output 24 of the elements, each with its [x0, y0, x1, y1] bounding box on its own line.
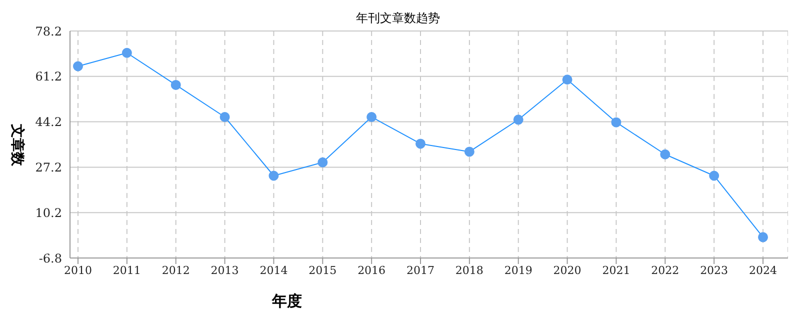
- x-tick-label: 2011: [112, 264, 141, 277]
- x-tick-label: 2013: [210, 264, 239, 277]
- y-axis-title: 文章数: [8, 123, 26, 168]
- y-tick-label: 61.2: [35, 70, 62, 84]
- x-axis-title: 年度: [272, 292, 302, 311]
- x-tick-label: 2012: [162, 264, 190, 277]
- y-tick-label: -6.8: [38, 251, 62, 266]
- x-tick-label: 2017: [406, 264, 434, 277]
- x-tick-label: 2019: [504, 264, 532, 277]
- x-tick-label: 2024: [749, 264, 777, 277]
- x-tick-label: 2014: [260, 264, 288, 277]
- y-tick-label: 27.2: [35, 160, 62, 174]
- x-tick-label: 2015: [308, 264, 337, 277]
- x-tick-label: 2023: [700, 264, 728, 277]
- x-tick-label: 2016: [358, 264, 386, 277]
- x-tick-label: 2021: [602, 264, 630, 277]
- x-tick-label: 2020: [553, 264, 582, 277]
- y-tick-label: 44.2: [35, 115, 62, 130]
- y-tick-label: 10.2: [35, 206, 62, 220]
- chart-title: 年刊文章数趋势: [356, 11, 440, 25]
- x-tick-label: 2022: [651, 264, 680, 277]
- x-tick-label: 2010: [64, 264, 92, 277]
- y-tick-label: 78.2: [35, 24, 62, 38]
- x-tick-label: 2018: [455, 264, 484, 277]
